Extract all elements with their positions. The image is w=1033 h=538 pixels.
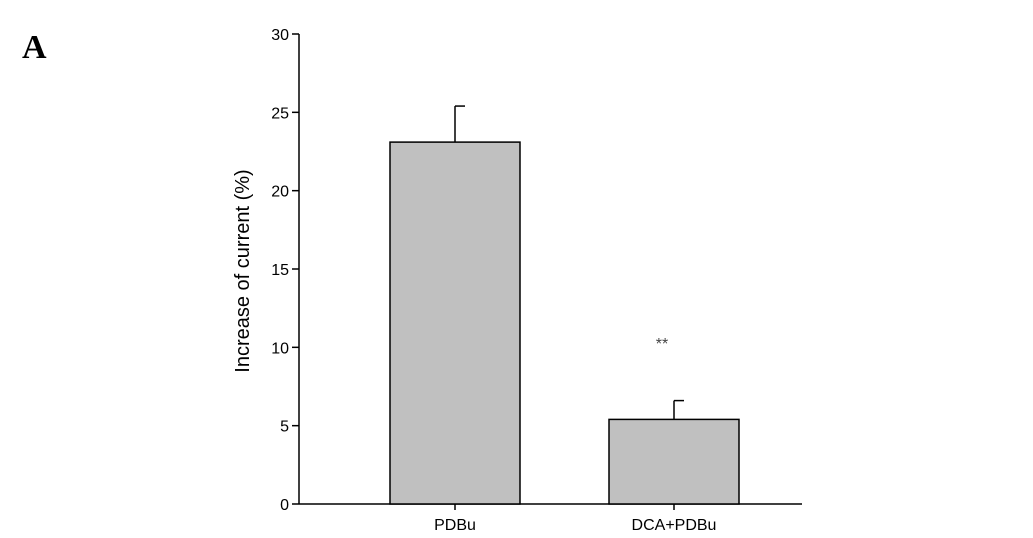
y-tick-label: 15	[271, 262, 289, 279]
panel-label: A	[22, 29, 47, 66]
bar	[608, 418, 740, 505]
y-tick-label: 20	[271, 184, 289, 201]
y-tick-label: 10	[271, 340, 289, 357]
x-tick-label: DCA+PDBu	[632, 517, 717, 534]
y-tick-label: 0	[280, 497, 289, 514]
y-axis-title: Increase of current (%)	[232, 169, 254, 372]
y-tick-label: 30	[271, 27, 289, 44]
bar	[389, 141, 521, 505]
x-tick-label: PDBu	[434, 517, 476, 534]
y-tick-label: 25	[271, 105, 289, 122]
y-tick-label: 5	[280, 419, 289, 436]
plot-area: 0 5 10 15 20 25 30 PDBu DCA+PDBu **	[271, 27, 802, 534]
significance-label: **	[656, 336, 668, 353]
